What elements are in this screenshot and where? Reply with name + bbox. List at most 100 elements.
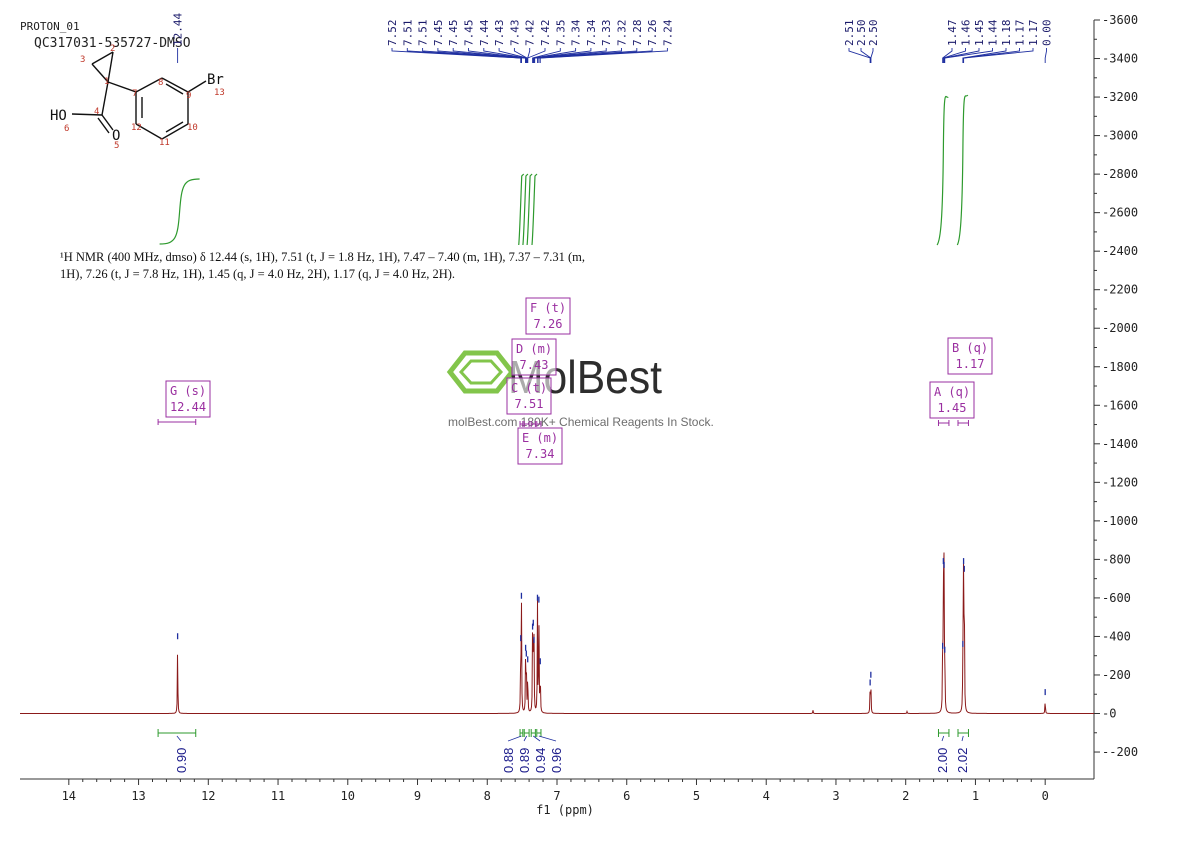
integral-leader — [523, 735, 528, 742]
integral-curve — [936, 95, 949, 246]
y-tick-label: -200 — [1102, 668, 1131, 682]
multiplet-box — [929, 381, 975, 419]
peak-label: 7.33 — [600, 20, 613, 47]
peak-label: 7.43 — [508, 20, 521, 47]
bond-2-3 — [91, 51, 114, 65]
peak-label: 1.18 — [1000, 20, 1013, 47]
peak-label-leader — [422, 48, 522, 63]
atom-label-2: 2 — [110, 44, 115, 54]
peak-label: 7.51 — [401, 20, 414, 47]
peak-label-leader — [534, 48, 622, 63]
bond-10-11-inner — [165, 121, 184, 133]
peak-label-leader — [943, 48, 980, 63]
peak-label: 7.43 — [493, 20, 506, 47]
peak-label: 7.45 — [463, 20, 476, 47]
x-tick-label: 14 — [62, 789, 76, 803]
peak-label-leader — [848, 48, 871, 63]
integral-curve — [522, 173, 529, 246]
integral-value: 2.02 — [955, 748, 970, 773]
integral-curve — [526, 173, 533, 246]
peak-label-leader — [532, 48, 561, 63]
atom-label-6: 6 — [64, 124, 69, 134]
integral-value: 0.89 — [517, 748, 532, 773]
bond-9-13 — [187, 80, 207, 93]
atom-label-12: 12 — [131, 123, 142, 133]
peak-label: 7.32 — [616, 20, 629, 47]
watermark-tagline: molBest.com 180K+ Chemical Reagents In S… — [448, 415, 714, 429]
peak-label-leader — [533, 48, 607, 63]
peak-label: 1.17 — [1014, 20, 1027, 47]
bond-11-12 — [135, 123, 163, 140]
multiplet-label: E (m) — [522, 431, 558, 445]
peak-label: 7.42 — [539, 20, 552, 47]
x-axis-title: f1 (ppm) — [536, 803, 594, 817]
x-tick-label: 1 — [972, 789, 979, 803]
y-tick-label: -800 — [1102, 552, 1131, 566]
multiplet-box — [525, 297, 571, 335]
y-tick-label: -3400 — [1102, 52, 1138, 66]
integral-leader — [961, 735, 964, 742]
atom-label-1: 1 — [104, 77, 109, 87]
integral-value: 0.90 — [174, 748, 189, 773]
peak-label: 7.34 — [585, 19, 598, 46]
peak-label: 7.42 — [524, 20, 537, 47]
integral-curve — [531, 173, 538, 246]
y-tick-label: -1000 — [1102, 514, 1138, 528]
x-tick-label: 9 — [414, 789, 421, 803]
atom-label-13: 13 — [214, 88, 225, 98]
bond-4-5-b — [97, 117, 110, 134]
peak-label: 1.45 — [973, 20, 986, 47]
multiplet-shift: 7.26 — [534, 317, 563, 331]
multiplet-box — [517, 427, 563, 465]
x-tick-label: 0 — [1042, 789, 1049, 803]
y-tick-label: -2600 — [1102, 206, 1138, 220]
x-tick-label: 6 — [623, 789, 630, 803]
y-tick-label: -3000 — [1102, 129, 1138, 143]
multiplet-shift: 12.44 — [170, 400, 206, 414]
y-tick-label: -2400 — [1102, 244, 1138, 258]
peak-label-leader — [537, 48, 638, 63]
peak-label-leader — [870, 48, 874, 63]
peak-label-leader — [391, 48, 522, 63]
bond-10-11 — [161, 123, 189, 140]
y-tick-label: -2000 — [1102, 321, 1138, 335]
integral-value: 0.88 — [501, 748, 516, 773]
peak-label-leader — [527, 48, 546, 63]
spectrum-line — [20, 552, 1094, 714]
multiplet-shift: 7.51 — [515, 397, 544, 411]
peak-label: 7.52 — [386, 20, 399, 47]
y-tick-label: -1400 — [1102, 437, 1138, 451]
peak-label: 7.35 — [554, 20, 567, 47]
y-tick-label: -3600 — [1102, 13, 1138, 27]
atom-label-7: 7 — [132, 89, 137, 99]
peak-label-leader — [963, 48, 1034, 63]
oxygen-label: O — [112, 128, 120, 144]
peak-label-leader — [962, 48, 1007, 63]
peak-label-leader — [483, 48, 527, 63]
peak-label: 1.44 — [987, 19, 1000, 46]
peak-label: 7.28 — [631, 20, 644, 47]
watermark-logo-hexagon-icon — [446, 350, 516, 394]
peak-label: 7.51 — [417, 20, 430, 47]
x-tick-label: 13 — [131, 789, 145, 803]
multiplet-box — [511, 338, 557, 376]
integral-curve — [159, 178, 200, 245]
multiplet-label: B (q) — [952, 341, 988, 355]
sample-label: QC317031-535727-DMSO — [34, 36, 191, 51]
peak-label: 7.24 — [661, 19, 674, 46]
experiment-label: PROTON_01 — [20, 20, 80, 33]
peak-label: 1.17 — [1027, 20, 1040, 47]
integral-value: 0.96 — [549, 748, 564, 773]
x-tick-label: 3 — [832, 789, 839, 803]
multiplet-label: F (t) — [530, 301, 566, 315]
x-tick-label: 7 — [553, 789, 560, 803]
bond-4-5-a — [101, 114, 114, 131]
x-tick-label: 2 — [902, 789, 909, 803]
multiplet-box — [165, 380, 211, 418]
bromine-label: Br — [207, 72, 224, 88]
peak-label-leader — [532, 48, 592, 63]
y-tick-label: -1600 — [1102, 398, 1138, 412]
bond-1-3 — [91, 63, 109, 83]
bond-8-9 — [161, 77, 189, 93]
multiplet-box — [947, 337, 993, 375]
